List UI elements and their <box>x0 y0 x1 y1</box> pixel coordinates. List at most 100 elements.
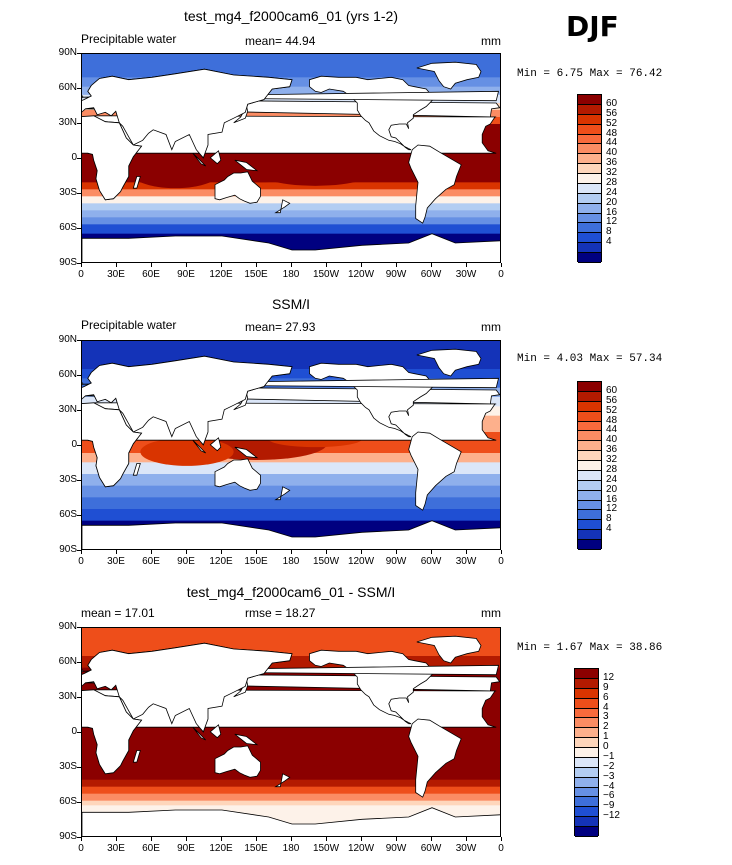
colorbar-label: 1 <box>603 731 609 743</box>
colorbar-swatch <box>578 174 601 184</box>
contour-band <box>82 369 500 379</box>
continent-outline <box>214 171 261 204</box>
colorbar-label: 32 <box>606 454 618 466</box>
colorbar-swatch <box>575 698 598 709</box>
continent-outline <box>82 95 84 99</box>
coastline-layer <box>82 61 500 262</box>
contour-band <box>82 217 500 225</box>
colorbar-swatch <box>575 669 598 679</box>
contour-band <box>82 509 500 522</box>
lon-tick-label: 0 <box>498 843 504 854</box>
colorbar-swatch <box>575 807 598 818</box>
contour-band <box>82 786 500 795</box>
lon-tick-mark <box>116 263 117 267</box>
colorbar-swatch <box>575 827 598 837</box>
colorbar-swatch <box>575 708 598 719</box>
lon-tick-mark <box>221 263 222 267</box>
lat-tick-mark <box>77 550 81 551</box>
colorbar-swatch <box>578 441 601 452</box>
colorbar-swatch <box>578 104 601 115</box>
colorbar-label: 24 <box>606 186 618 198</box>
coastline-layer <box>82 348 500 549</box>
colorbar-swatch <box>578 144 601 155</box>
lon-tick-mark <box>116 837 117 841</box>
colorbar-swatch <box>578 233 601 244</box>
colorbar-label: 52 <box>606 117 618 129</box>
continent-outline <box>214 458 261 491</box>
lon-tick-label: 90W <box>385 843 407 854</box>
continent-outline <box>82 382 84 386</box>
lon-tick-mark <box>396 550 397 554</box>
colorbar-label: 20 <box>606 483 618 495</box>
continent-outline <box>132 463 141 476</box>
lon-tick-mark <box>326 837 327 841</box>
lon-tick-label: 60W <box>420 843 442 854</box>
colorbar-swatch <box>578 391 601 402</box>
lon-tick-label: 0 <box>498 556 504 567</box>
colorbar-swatch <box>575 787 598 798</box>
lon-tick-label: 0 <box>78 843 84 854</box>
colorbar-swatch <box>578 114 601 125</box>
lat-tick-mark <box>77 627 81 628</box>
lat-tick-mark <box>77 515 81 516</box>
colorbar-label: 44 <box>606 137 618 149</box>
lon-tick-label: 60E <box>142 843 160 854</box>
lat-tick-mark <box>77 158 81 159</box>
colorbar-swatch <box>578 183 601 194</box>
lat-tick-mark <box>77 480 81 481</box>
lat-tick-mark <box>77 123 81 124</box>
colorbar <box>577 94 602 263</box>
lon-tick-mark <box>151 550 152 554</box>
units-label: mm <box>481 34 501 48</box>
continent-outline <box>82 642 293 733</box>
continent-outline <box>214 745 261 778</box>
lon-tick-mark <box>291 263 292 267</box>
lon-tick-mark <box>81 550 82 554</box>
colorbar-label: −3 <box>603 770 615 782</box>
lat-tick-label: 30N <box>58 691 77 702</box>
contour-band <box>82 210 500 218</box>
contour-band <box>82 182 500 190</box>
panel-title: test_mg4_f2000cam6_01 - SSM/I <box>186 584 396 600</box>
lon-tick-label: 90E <box>177 843 195 854</box>
lon-tick-mark <box>431 263 432 267</box>
colorbar-label: 40 <box>606 147 618 159</box>
lon-tick-mark <box>501 550 502 554</box>
lon-tick-label: 180 <box>282 269 300 280</box>
contour-band <box>82 793 500 802</box>
lon-tick-label: 30W <box>455 556 477 567</box>
lat-tick-mark <box>77 263 81 264</box>
lat-tick-label: 30S <box>59 761 77 772</box>
colorbar-swatch <box>578 540 601 550</box>
colorbar-label: 8 <box>606 513 612 525</box>
lat-tick-label: 30N <box>58 404 77 415</box>
lon-tick-mark <box>256 263 257 267</box>
colorbar-swatch <box>578 223 601 234</box>
lat-tick-mark <box>77 802 81 803</box>
colorbar-swatch <box>578 213 601 224</box>
coastline-layer <box>82 635 500 836</box>
lat-tick-mark <box>77 410 81 411</box>
colorbar-swatch <box>575 728 598 739</box>
lon-tick-mark <box>501 837 502 841</box>
lat-tick-label: 0 <box>71 439 77 450</box>
lat-tick-mark <box>77 697 81 698</box>
lat-tick-label: 90S <box>59 831 77 842</box>
colorbar-swatch <box>578 134 601 145</box>
lon-tick-label: 30W <box>455 269 477 280</box>
continent-outline <box>192 726 206 741</box>
map-frame <box>81 627 501 837</box>
colorbar-swatch <box>578 470 601 481</box>
lon-tick-label: 0 <box>78 269 84 280</box>
lon-tick-mark <box>431 837 432 841</box>
continent-outline <box>82 689 143 775</box>
colorbar-label: 40 <box>606 434 618 446</box>
colorbar-label: −1 <box>603 750 615 762</box>
colorbar-swatch <box>578 95 601 105</box>
colorbar-label: 60 <box>606 97 618 109</box>
contour-region <box>245 143 386 186</box>
colorbar-swatch <box>578 203 601 214</box>
lon-tick-label: 120W <box>347 556 375 567</box>
colorbar-swatch <box>575 748 598 758</box>
lon-tick-label: 30E <box>107 843 125 854</box>
